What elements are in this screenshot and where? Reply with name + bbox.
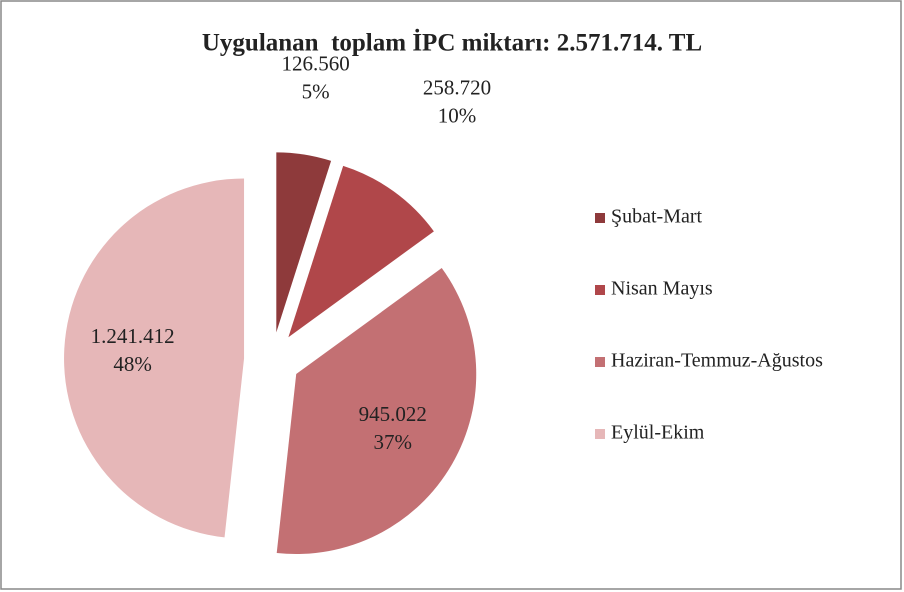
data-label: 258.720 <box>423 76 491 100</box>
data-label: 126.560 <box>282 52 350 76</box>
percent-label: 48% <box>113 352 152 376</box>
legend-swatch <box>595 213 605 223</box>
percent-label: 37% <box>374 430 413 454</box>
legend-label: Nisan Mayıs <box>611 278 713 300</box>
pie-slice <box>64 178 245 538</box>
percent-label: 10% <box>438 104 477 128</box>
chart-title: Uygulanan toplam İPC miktarı: 2.571.714.… <box>202 29 702 57</box>
pie-slice <box>288 165 434 338</box>
legend-label: Şubat-Mart <box>611 206 703 228</box>
legend-label: Haziran-Temmuz-Ağustos <box>611 350 823 372</box>
pie-slice <box>276 268 477 555</box>
pie-slice <box>276 152 332 333</box>
data-label: 945.022 <box>359 402 427 426</box>
legend-swatch <box>595 357 605 367</box>
legend-swatch <box>595 429 605 439</box>
legend-label: Eylül-Ekim <box>611 422 705 444</box>
data-label: 1.241.412 <box>91 324 175 348</box>
legend-swatch <box>595 285 605 295</box>
percent-label: 5% <box>302 80 330 104</box>
